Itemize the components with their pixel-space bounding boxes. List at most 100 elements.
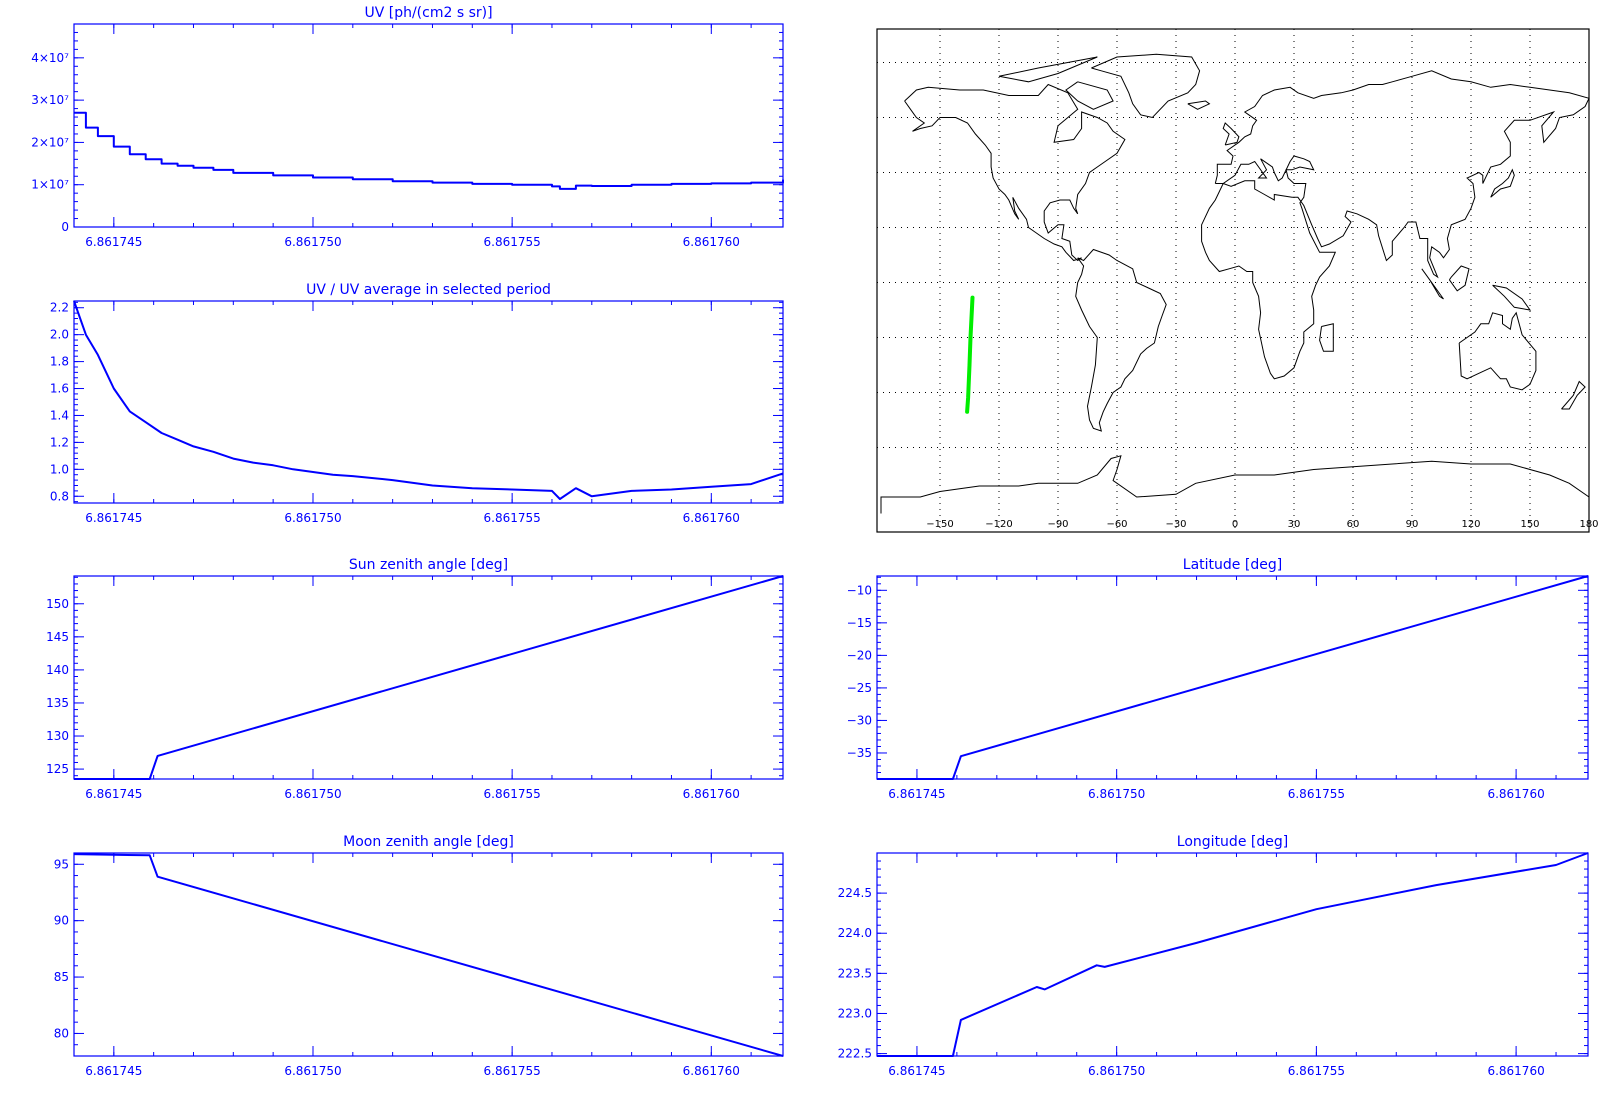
- map-lon-label: −150: [926, 519, 953, 530]
- coastline-madagascar: [1319, 323, 1334, 352]
- y-tick-label: 1.2: [50, 435, 69, 449]
- x-tick-label: 6.861755: [484, 1064, 541, 1078]
- x-tick-label: 6.861755: [1288, 1064, 1345, 1078]
- coastline-new-zealand: [1561, 380, 1586, 410]
- uv-ratio-title: UV / UV average in selected period: [306, 282, 551, 298]
- y-tick-label: 2.2: [50, 301, 69, 315]
- y-tick-label: −15: [847, 616, 872, 630]
- uv-ratio-series-line: [73, 300, 784, 500]
- map-lon-axis: −150 −120 −90 −60 −30 0 30 60 90 120 150 180: [926, 519, 1598, 530]
- map-lon-label: −30: [1165, 519, 1186, 530]
- x-tick-label: 6.861750: [1088, 787, 1145, 801]
- y-tick-label: 222.5: [838, 1047, 872, 1061]
- y-tick-label: 0: [61, 220, 69, 234]
- latitude-series-line: [877, 575, 1589, 780]
- y-tick-label: 2×10⁷: [31, 135, 69, 149]
- uv-title: UV [ph/(cm2 s sr)]: [364, 5, 492, 21]
- world-map-panel: −150 −120 −90 −60 −30 0 30 60 90 120 150 180: [876, 28, 1599, 533]
- sun-zenith-chart: Sun zenith angle [deg] 125 130 135 140 145 150…: [46, 557, 784, 801]
- longitude-series-line: [877, 852, 1589, 1057]
- y-tick-label: 135: [46, 696, 69, 710]
- x-tick-label: 6.861755: [484, 787, 541, 801]
- x-tick-label: 6.861745: [888, 787, 945, 801]
- moon-zenith-chart: Moon zenith angle [deg] 80 85 90 95 6.861745 6…: [54, 834, 784, 1078]
- y-tick-label: 125: [46, 762, 69, 776]
- y-tick-label: −25: [847, 681, 872, 695]
- uv-ratio-chart: UV / UV average in selected period 0.8 1.0…: [50, 282, 784, 525]
- y-tick-label: 224.5: [838, 886, 872, 900]
- map-lon-label: −60: [1106, 519, 1127, 530]
- y-tick-label: 90: [54, 914, 69, 928]
- y-tick-label: 145: [46, 630, 69, 644]
- y-tick-label: −10: [847, 583, 872, 597]
- coastline-south-america: [1075, 248, 1167, 432]
- coastline-indonesia: [1421, 268, 1444, 300]
- x-tick-label: 6.861745: [85, 787, 142, 801]
- y-tick-label: 3×10⁷: [31, 93, 69, 107]
- coastline-antarctica: [880, 455, 1590, 514]
- y-tick-label: 95: [54, 857, 69, 871]
- y-tick-label: 223.5: [838, 966, 872, 980]
- coastline-britain: [1222, 122, 1240, 146]
- y-tick-label: 85: [54, 970, 69, 984]
- uv-ratio-frame: [73, 300, 784, 504]
- y-tick-label: 1.6: [50, 382, 69, 396]
- y-tick-label: −35: [847, 746, 872, 760]
- satellite-track-line: [965, 295, 975, 414]
- x-tick-label: 6.861760: [1487, 1064, 1544, 1078]
- y-tick-label: 223.0: [838, 1006, 872, 1020]
- x-tick-label: 6.861755: [484, 235, 541, 249]
- latitude-chart: Latitude [deg] −35 −30 −25 −20 −15 −10 6.861745…: [847, 557, 1589, 801]
- sun-zenith-series-line: [74, 575, 784, 780]
- coastlines: [880, 53, 1590, 514]
- moon-zenith-series-line: [73, 853, 784, 1057]
- coastline-arctic-islands: [998, 56, 1098, 83]
- x-tick-label: 6.861750: [284, 235, 341, 249]
- y-tick-label: 224.0: [838, 926, 872, 940]
- y-tick-label: −30: [847, 713, 872, 727]
- coastline-north-america: [904, 83, 1126, 262]
- uv-frame: [73, 23, 784, 228]
- y-tick-label: 4×10⁷: [31, 51, 69, 65]
- y-tick-label: 1×10⁷: [31, 178, 69, 192]
- orbit-track: [965, 295, 975, 414]
- coastline-iceland: [1187, 100, 1211, 110]
- y-tick-label: 140: [46, 663, 69, 677]
- coastline-japan: [1490, 168, 1515, 198]
- coastline-baffin: [1065, 81, 1114, 110]
- y-tick-label: 130: [46, 729, 69, 743]
- map-grid: [877, 29, 1589, 532]
- coastline-borneo: [1448, 265, 1470, 292]
- longitude-title: Longitude [deg]: [1177, 834, 1288, 850]
- latitude-frame: [876, 575, 1589, 780]
- coastline-australia: [1458, 311, 1537, 391]
- uv-series-line: [74, 111, 784, 190]
- uv-chart: UV [ph/(cm2 s sr)] 0 1×10⁷ 2×10⁷ 3×10⁷ 4×10⁷ 6…: [31, 5, 784, 249]
- x-tick-label: 6.861750: [284, 787, 341, 801]
- sun-zenith-frame: [73, 575, 784, 780]
- y-tick-label: 1.4: [50, 408, 69, 422]
- charts-layer: UV [ph/(cm2 s sr)] 0 1×10⁷ 2×10⁷ 3×10⁷ 4×10⁷ 6…: [31, 5, 1589, 1078]
- map-lon-label: −120: [985, 519, 1012, 530]
- longitude-chart: Longitude [deg] 222.5 223.0 223.5 224.0 224.5…: [838, 834, 1589, 1078]
- x-tick-label: 6.861745: [85, 235, 142, 249]
- y-tick-label: 2.0: [50, 328, 69, 342]
- map-lon-label: 90: [1406, 519, 1419, 530]
- y-tick-label: −20: [847, 648, 872, 662]
- map-lon-label: 60: [1347, 519, 1360, 530]
- map-lon-label: 30: [1288, 519, 1301, 530]
- x-tick-label: 6.861755: [1288, 787, 1345, 801]
- moon-zenith-title: Moon zenith angle [deg]: [343, 834, 514, 850]
- x-tick-label: 6.861750: [284, 1064, 341, 1078]
- x-tick-label: 6.861755: [484, 511, 541, 525]
- map-lon-label: 0: [1232, 519, 1238, 530]
- x-tick-label: 6.861760: [683, 511, 740, 525]
- sun-zenith-title: Sun zenith angle [deg]: [349, 557, 508, 573]
- map-lon-label: 150: [1520, 519, 1539, 530]
- map-lon-label: 180: [1579, 519, 1598, 530]
- y-tick-label: 150: [46, 597, 69, 611]
- latitude-title: Latitude [deg]: [1183, 557, 1282, 573]
- x-tick-label: 6.861760: [683, 787, 740, 801]
- coastline-new-guinea: [1492, 284, 1532, 311]
